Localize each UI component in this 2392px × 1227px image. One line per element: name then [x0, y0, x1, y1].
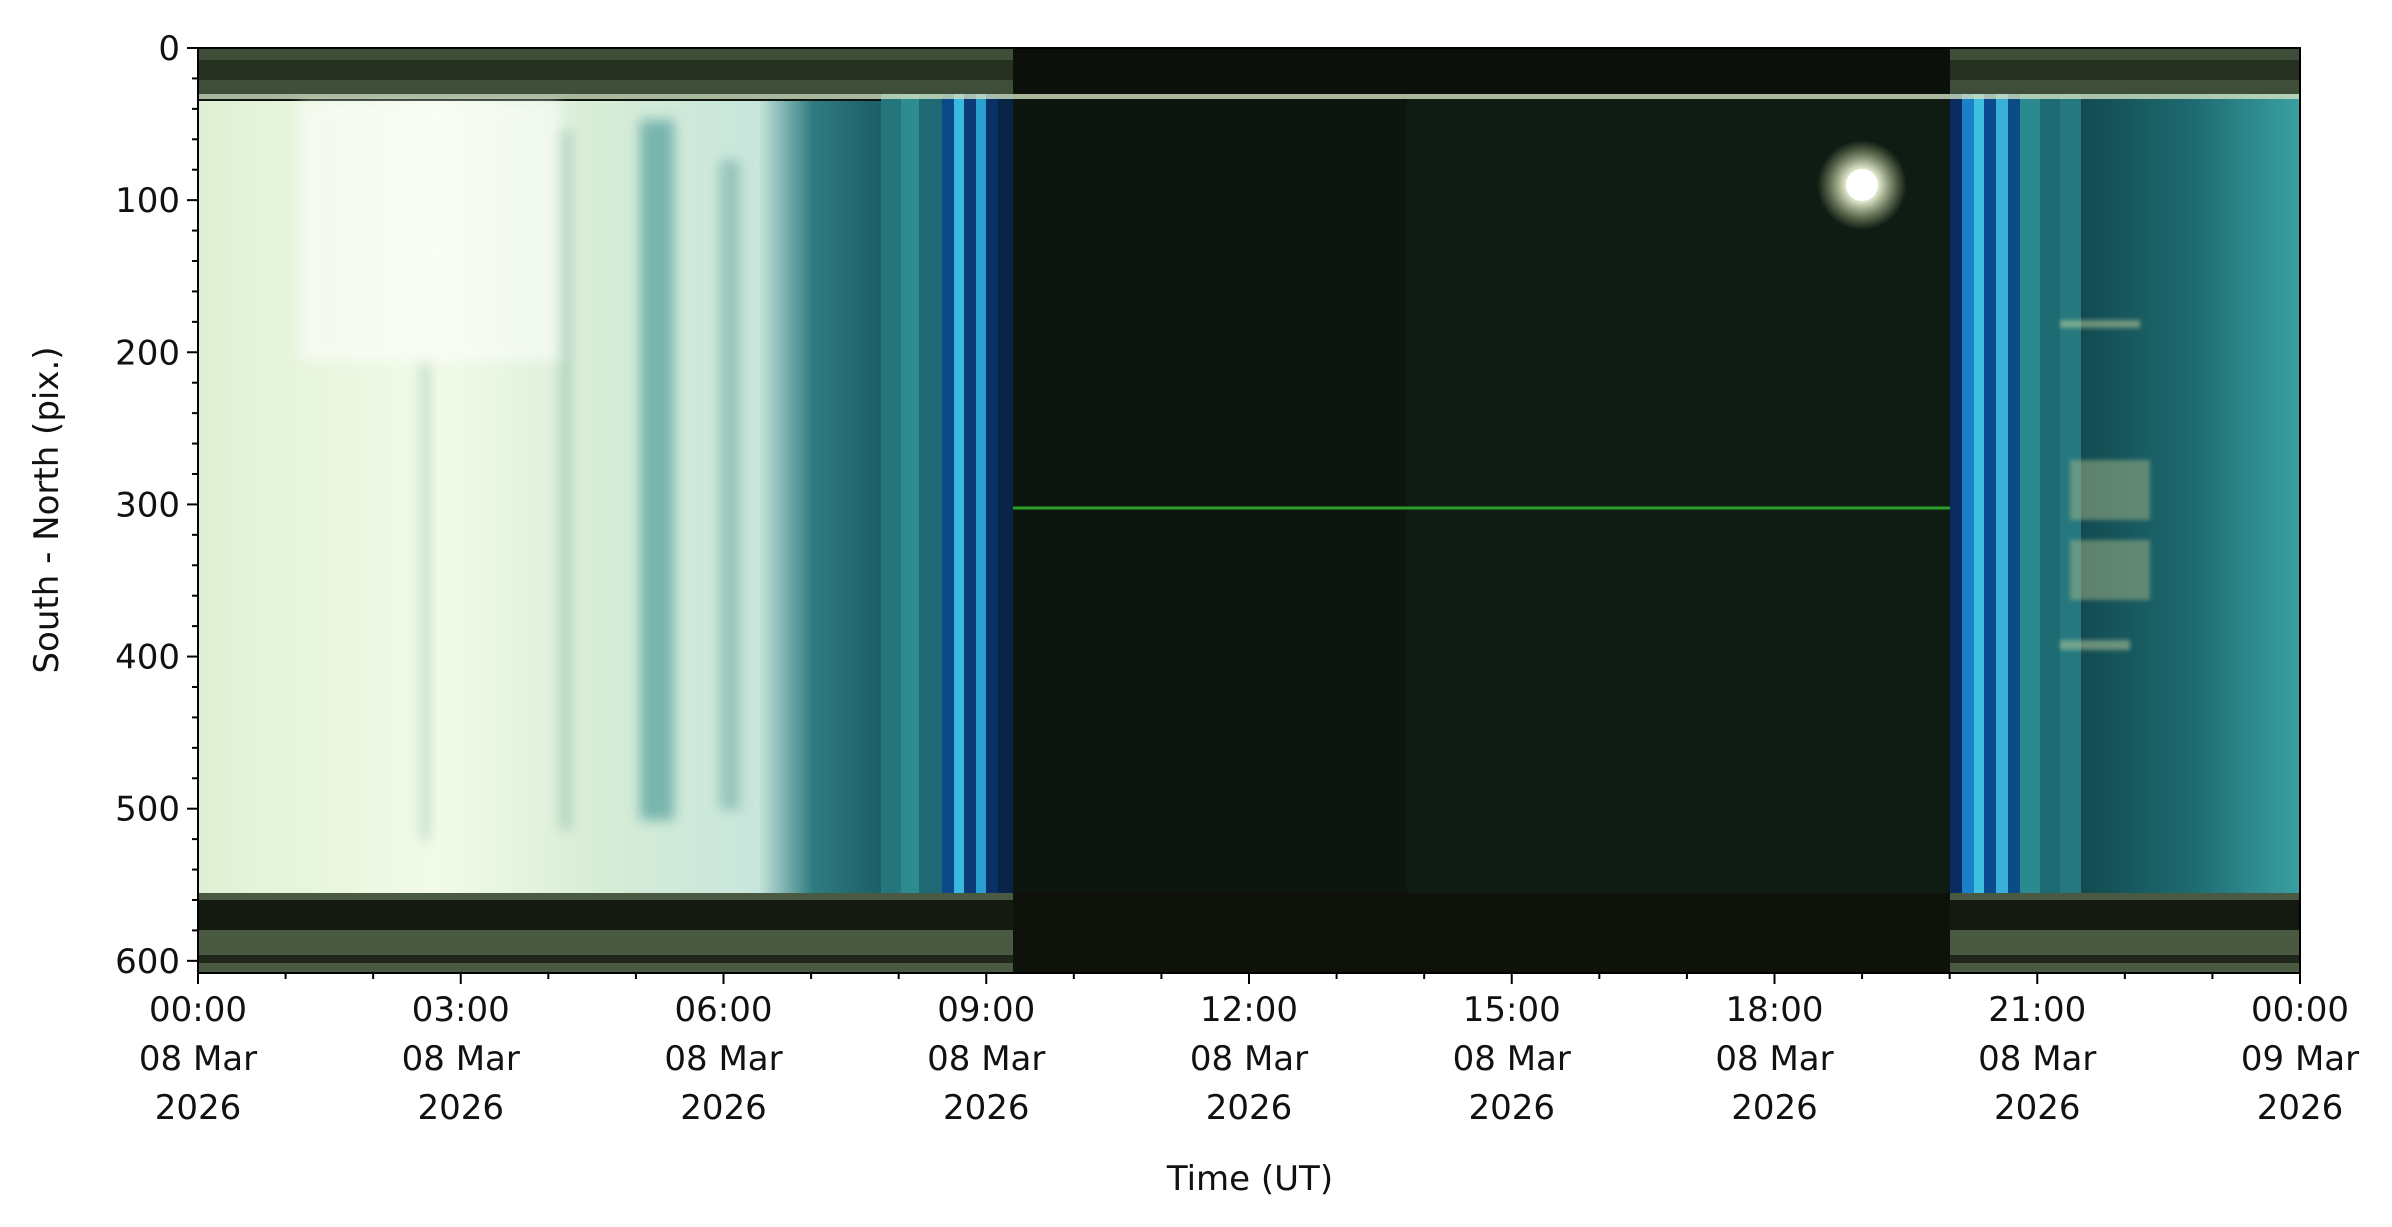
x-tick-label: 06:00: [675, 990, 773, 1030]
x-tick-label: 08 Mar: [664, 1039, 782, 1079]
x-tick-label: 2026: [1731, 1088, 1818, 1128]
y-axis-label: South - North (pix.): [27, 346, 67, 673]
x-tick-label: 2026: [943, 1088, 1030, 1128]
x-tick-label: 2026: [1206, 1088, 1293, 1128]
y-tick-label: 200: [115, 333, 180, 373]
x-tick-label: 03:00: [412, 990, 510, 1030]
x-tick-label: 08 Mar: [1190, 1039, 1308, 1079]
x-tick-label: 08 Mar: [402, 1039, 520, 1079]
x-tick-label: 15:00: [1463, 990, 1561, 1030]
x-tick-label: 08 Mar: [1715, 1039, 1833, 1079]
x-tick-label: 09 Mar: [2241, 1039, 2359, 1079]
x-tick-label: 08 Mar: [1453, 1039, 1571, 1079]
x-tick-label: 2026: [2257, 1088, 2344, 1128]
x-tick-label: 08 Mar: [927, 1039, 1045, 1079]
y-tick-label: 100: [115, 181, 180, 221]
y-tick-label: 400: [115, 638, 180, 678]
x-tick-label: 18:00: [1726, 990, 1824, 1030]
x-axis-label: Time (UT): [1166, 1159, 1333, 1199]
keogram-image: [198, 48, 2300, 973]
x-tick-label: 2026: [680, 1088, 767, 1128]
x-tick-label: 00:00: [149, 990, 247, 1030]
y-tick-label: 0: [158, 29, 180, 69]
x-tick-label: 2026: [1468, 1088, 1555, 1128]
x-tick-label: 00:00: [2251, 990, 2349, 1030]
y-tick-label: 300: [115, 485, 180, 525]
x-tick-label: 09:00: [937, 990, 1035, 1030]
x-tick-label: 21:00: [1988, 990, 2086, 1030]
x-tick-label: 12:00: [1200, 990, 1298, 1030]
x-tick-label: 08 Mar: [139, 1039, 257, 1079]
x-tick-label: 08 Mar: [1978, 1039, 2096, 1079]
x-tick-label: 2026: [417, 1088, 504, 1128]
x-tick-label: 2026: [155, 1088, 242, 1128]
x-tick-label: 2026: [1994, 1088, 2081, 1128]
y-tick-label: 500: [115, 790, 180, 830]
y-tick-label: 600: [115, 942, 180, 982]
